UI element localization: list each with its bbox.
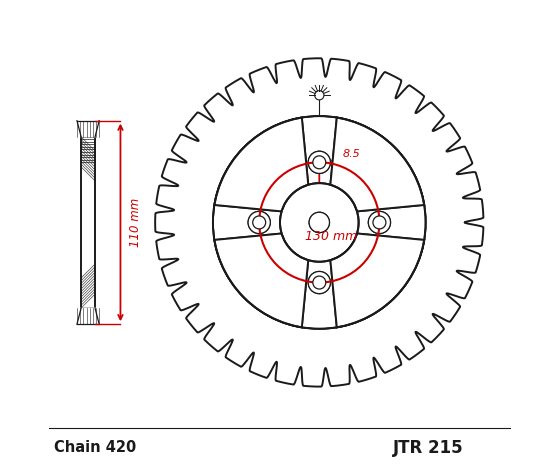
Polygon shape: [214, 234, 308, 327]
Circle shape: [248, 212, 270, 234]
Circle shape: [377, 220, 382, 225]
Circle shape: [317, 160, 322, 165]
Polygon shape: [77, 121, 99, 137]
Text: 130 mm: 130 mm: [305, 230, 357, 243]
Circle shape: [313, 156, 326, 169]
Polygon shape: [214, 117, 308, 212]
Circle shape: [280, 183, 358, 262]
Circle shape: [309, 212, 329, 233]
Circle shape: [256, 220, 262, 225]
Text: 110 mm: 110 mm: [129, 198, 142, 247]
Circle shape: [308, 271, 330, 293]
Polygon shape: [81, 137, 95, 308]
Circle shape: [368, 212, 390, 234]
Circle shape: [253, 216, 265, 229]
Polygon shape: [213, 116, 426, 329]
Circle shape: [317, 280, 322, 285]
Polygon shape: [214, 234, 308, 327]
Circle shape: [368, 212, 390, 234]
Polygon shape: [77, 308, 99, 324]
Polygon shape: [330, 117, 424, 212]
Circle shape: [248, 212, 270, 234]
Polygon shape: [330, 234, 424, 327]
Circle shape: [308, 151, 330, 174]
Circle shape: [308, 151, 330, 174]
Circle shape: [373, 216, 386, 229]
Circle shape: [313, 276, 326, 289]
Circle shape: [316, 219, 323, 226]
Polygon shape: [330, 234, 424, 327]
Polygon shape: [330, 117, 424, 212]
Circle shape: [313, 156, 326, 169]
Text: JTR 215: JTR 215: [393, 439, 463, 457]
Text: 8.5: 8.5: [343, 149, 361, 159]
Text: Chain 420: Chain 420: [54, 440, 136, 455]
Circle shape: [253, 216, 265, 229]
Circle shape: [313, 276, 326, 289]
Circle shape: [308, 271, 330, 293]
Polygon shape: [214, 117, 308, 212]
Circle shape: [373, 216, 386, 229]
Circle shape: [309, 212, 329, 233]
